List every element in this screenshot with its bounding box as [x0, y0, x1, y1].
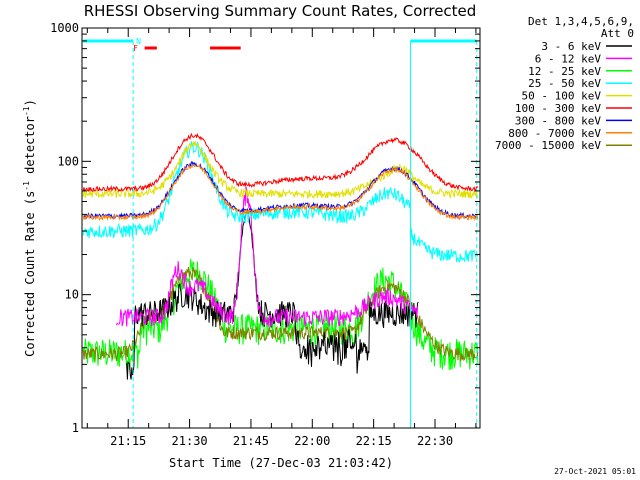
x-tick-label: 22:30: [417, 434, 453, 448]
series-line: [82, 163, 479, 222]
x-tick-label: 21:30: [172, 434, 208, 448]
x-axis-label: Start Time (27-Dec-03 21:03:42): [169, 456, 393, 470]
legend-header-detectors: Det 1,3,4,5,6,9,: [528, 15, 634, 28]
legend-label: 6 - 12 keV: [535, 52, 602, 65]
series-line: [82, 132, 479, 193]
y-axis: 1 10 100 1000: [50, 21, 480, 435]
plot-frame: [81, 27, 481, 429]
y-tick-label: 10: [65, 288, 79, 302]
flare-label: F: [133, 44, 138, 53]
legend-header-attenuator: Att 0: [601, 27, 634, 40]
x-tick-label: 22:00: [294, 434, 330, 448]
legend-label: 25 - 50 keV: [528, 77, 601, 90]
legend-label: 3 - 6 keV: [541, 40, 601, 53]
legend-label: 12 - 25 keV: [528, 65, 601, 78]
x-tick-label: 21:15: [110, 434, 146, 448]
chart-title: RHESSI Observing Summary Count Rates, Co…: [84, 2, 477, 20]
y-axis-label: Corrected Count Rate (s-1 detector-1): [22, 99, 37, 357]
legend-label: 300 - 800 keV: [515, 114, 601, 127]
series-line: [82, 140, 479, 200]
series-layer: [82, 132, 479, 380]
render-timestamp: 27-Oct-2021 05:01: [554, 467, 636, 476]
series-line: [82, 141, 479, 263]
x-tick-label: 21:45: [233, 434, 269, 448]
y-tick-label: 1000: [50, 21, 79, 35]
x-tick-label: 22:15: [356, 434, 392, 448]
legend-label: 50 - 100 keV: [522, 90, 602, 103]
overlay-layer: NF: [83, 37, 478, 428]
y-tick-label: 100: [57, 154, 79, 168]
night-label: N: [136, 37, 141, 46]
series-line: [115, 186, 419, 329]
y-tick-label: 1: [72, 421, 79, 435]
x-axis: 21:15 21:30 21:45 22:00 22:15 22:30: [86, 28, 477, 448]
legend-label: 7000 - 15000 keV: [495, 139, 601, 152]
legend-label: 800 - 7000 keV: [508, 127, 601, 140]
legend-label: 100 - 300 keV: [515, 102, 601, 115]
